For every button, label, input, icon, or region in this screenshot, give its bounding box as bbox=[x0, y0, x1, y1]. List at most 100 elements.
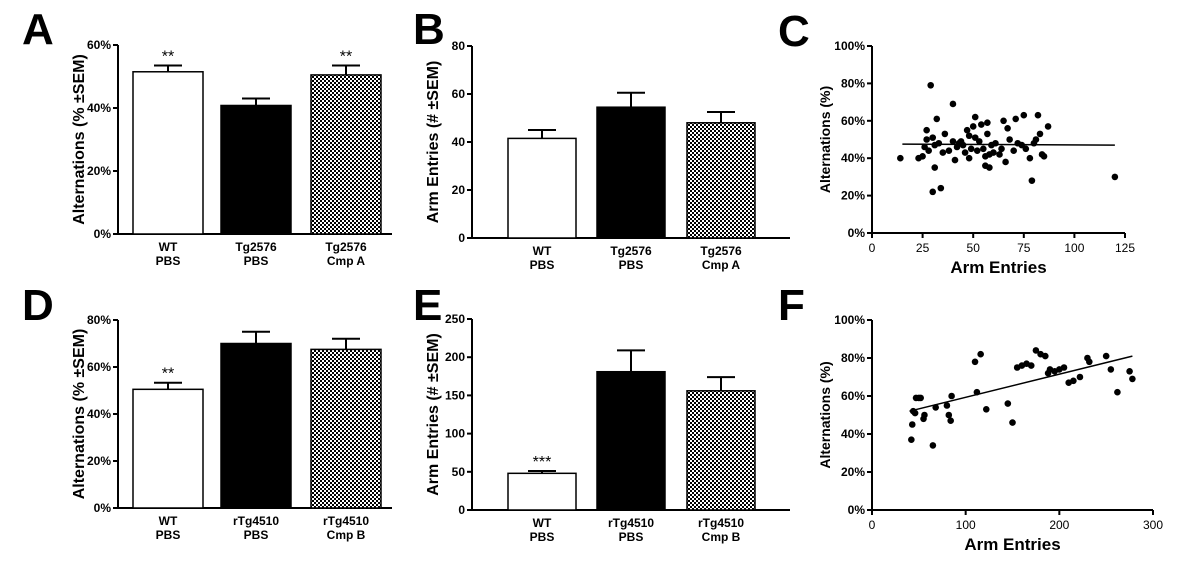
data-point-c bbox=[1004, 124, 1011, 132]
x-tick-label-c: 0 bbox=[869, 241, 876, 255]
data-point-c bbox=[951, 156, 959, 164]
bar-b bbox=[507, 137, 577, 239]
data-point-c bbox=[1020, 111, 1028, 119]
y-tick-label-a: 40% bbox=[87, 101, 111, 115]
regression-line-f bbox=[909, 355, 1133, 412]
x-category-sublabel-d: PBS bbox=[156, 528, 181, 542]
significance-label-a: ** bbox=[162, 48, 174, 65]
data-point-c bbox=[929, 188, 937, 196]
y-tick-label-e: 100 bbox=[445, 427, 465, 441]
x-category-label-a: Tg2576 bbox=[235, 240, 277, 254]
significance-label-d: ** bbox=[162, 366, 174, 383]
y-tick-label-b: 20 bbox=[452, 183, 466, 197]
y-tick-label-f: 100% bbox=[834, 313, 865, 327]
data-point-c bbox=[1040, 153, 1048, 160]
data-point-c bbox=[1111, 173, 1119, 181]
data-point-f bbox=[1041, 352, 1049, 360]
x-category-sublabel-b: PBS bbox=[530, 258, 555, 272]
data-point-c bbox=[925, 147, 932, 155]
y-tick-label-f: 20% bbox=[841, 465, 865, 479]
data-point-c bbox=[927, 81, 934, 89]
y-tick-label-f: 60% bbox=[841, 389, 865, 403]
bar-a bbox=[220, 104, 292, 235]
data-point-c bbox=[1044, 123, 1052, 130]
data-point-f bbox=[943, 402, 951, 409]
y-tick-label-b: 40 bbox=[452, 135, 466, 149]
bar-d bbox=[310, 348, 382, 509]
x-category-label-e: rTg4510 bbox=[608, 516, 654, 530]
data-point-c bbox=[965, 154, 973, 162]
data-point-c bbox=[1034, 111, 1042, 119]
y-tick-label-c: 80% bbox=[841, 76, 865, 90]
data-point-f bbox=[929, 442, 937, 449]
y-tick-label-f: 40% bbox=[841, 427, 865, 441]
y-tick-label-d: 80% bbox=[87, 313, 111, 327]
y-tick-label-c: 0% bbox=[848, 226, 866, 240]
bar-b bbox=[596, 106, 666, 239]
x-category-sublabel-d: Cmp B bbox=[327, 528, 366, 542]
panel-label-d: D bbox=[22, 281, 54, 330]
x-category-sublabel-a: PBS bbox=[244, 254, 269, 268]
x-category-label-e: WT bbox=[533, 516, 552, 530]
y-tick-label-d: 60% bbox=[87, 360, 111, 374]
x-category-label-b: Tg2576 bbox=[610, 244, 652, 258]
data-point-c bbox=[961, 149, 969, 156]
data-point-c bbox=[963, 126, 971, 134]
regression-line-c bbox=[902, 143, 1115, 146]
x-category-sublabel-e: PBS bbox=[530, 530, 555, 544]
x-category-sublabel-b: PBS bbox=[619, 258, 644, 272]
x-category-label-a: Tg2576 bbox=[325, 240, 367, 254]
data-point-c bbox=[1026, 154, 1034, 162]
data-point-f bbox=[911, 409, 919, 417]
data-point-f bbox=[1004, 400, 1012, 407]
y-tick-label-c: 60% bbox=[841, 114, 865, 128]
data-point-c bbox=[939, 149, 947, 156]
data-point-f bbox=[1032, 347, 1040, 354]
y-tick-label-a: 20% bbox=[87, 164, 111, 178]
y-tick-label-c: 40% bbox=[841, 151, 865, 165]
data-point-c bbox=[1032, 136, 1040, 143]
data-point-f bbox=[948, 392, 955, 400]
x-category-label-d: rTg4510 bbox=[323, 514, 369, 528]
chart-a: 0%20%40%60%Alternations (% ±SEM) **WTPBST… bbox=[71, 38, 392, 268]
x-tick-label-c: 100 bbox=[1064, 241, 1084, 255]
data-point-c bbox=[990, 149, 997, 156]
x-category-sublabel-e: PBS bbox=[619, 530, 644, 544]
y-axis-label-c: Alternations (%) bbox=[817, 86, 833, 193]
data-point-c bbox=[967, 145, 975, 153]
data-point-c bbox=[984, 130, 991, 138]
data-point-c bbox=[1010, 147, 1017, 155]
y-tick-label-b: 0 bbox=[458, 231, 465, 245]
data-point-c bbox=[1006, 136, 1013, 143]
y-tick-label-e: 0 bbox=[458, 503, 465, 517]
x-category-sublabel-b: Cmp A bbox=[702, 258, 741, 272]
y-tick-label-a: 0% bbox=[94, 227, 112, 241]
data-point-c bbox=[986, 164, 993, 171]
data-point-c bbox=[931, 164, 939, 171]
x-category-sublabel-a: Cmp A bbox=[327, 254, 366, 268]
x-tick-label-c: 25 bbox=[916, 241, 930, 255]
x-tick-label-f: 200 bbox=[1049, 518, 1069, 532]
x-tick-label-c: 50 bbox=[967, 241, 981, 255]
x-category-sublabel-a: PBS bbox=[156, 254, 181, 268]
data-point-c bbox=[923, 136, 930, 143]
x-axis-label-c: Arm Entries bbox=[950, 258, 1046, 277]
data-point-f bbox=[1027, 362, 1035, 369]
data-point-c bbox=[996, 151, 1003, 158]
y-axis-label-f: Alternations (%) bbox=[817, 361, 833, 468]
data-point-f bbox=[947, 417, 954, 425]
data-point-c bbox=[1036, 130, 1044, 138]
x-tick-label-f: 100 bbox=[956, 518, 976, 532]
data-point-f bbox=[1009, 419, 1016, 426]
data-point-f bbox=[1086, 358, 1093, 366]
data-point-f bbox=[1126, 368, 1133, 375]
data-point-f bbox=[977, 350, 984, 358]
data-point-c bbox=[984, 119, 991, 126]
y-axis-label-b: Arm Entries (# ±SEM) bbox=[425, 61, 442, 224]
y-tick-label-d: 20% bbox=[87, 454, 111, 468]
y-tick-label-e: 50 bbox=[452, 465, 466, 479]
x-axis-label-f: Arm Entries bbox=[964, 535, 1060, 554]
